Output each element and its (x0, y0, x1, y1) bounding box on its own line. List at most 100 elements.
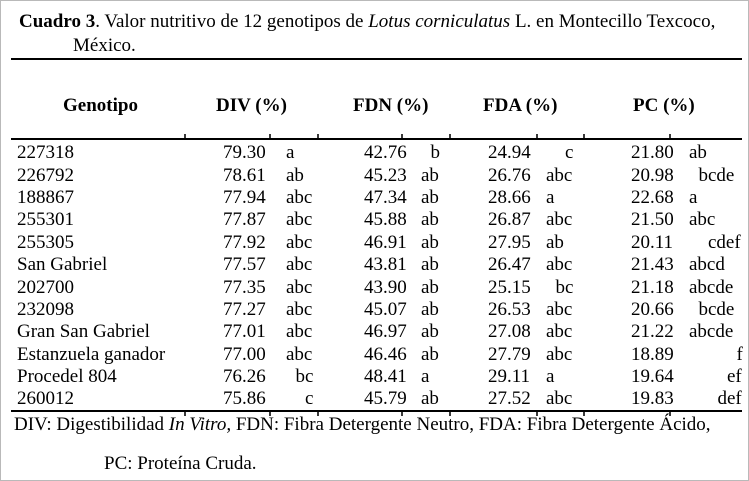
fda-significance-cell: abc (546, 164, 573, 186)
div-significance-cell: abc (286, 321, 313, 343)
fdn-value-cell: 43.81 (364, 254, 407, 276)
fda-value-cell: 28.66 (488, 186, 531, 208)
fda-value-cell: 26.53 (488, 298, 531, 320)
pc-value-cell: 21.22 (631, 321, 674, 343)
caption-label: Cuadro 3 (19, 11, 96, 32)
fdn-significance-cell: ab (421, 298, 439, 320)
fda-value-cell: 27.95 (488, 231, 531, 253)
pc-value-cell: 19.64 (631, 366, 674, 388)
div-significance-cell: abc (286, 343, 313, 365)
fda-significance-cell: a (546, 366, 555, 388)
fdn-value-cell: 45.07 (364, 298, 407, 320)
div-significance-cell: bc (286, 366, 314, 388)
fdn-significance-cell: ab (421, 276, 439, 298)
table-row: 260012 75.86 c 45.79 ab 27.52 abc 19.83 … (1, 388, 748, 410)
pc-significance-cell: ef (689, 366, 742, 388)
header-genotipo: Genotipo (63, 95, 138, 116)
div-value-cell: 77.01 (223, 321, 266, 343)
pc-value-cell: 20.11 (631, 231, 674, 253)
div-significance-cell: a (286, 142, 295, 164)
div-significance-cell: abc (286, 298, 313, 320)
genotype-cell: Estanzuela ganador (17, 343, 166, 365)
div-value-cell: 77.00 (223, 343, 266, 365)
fdn-significance-cell: ab (421, 186, 439, 208)
header-rule (11, 134, 742, 140)
caption-line2: México. (73, 35, 136, 56)
column-tick (184, 412, 186, 416)
fda-significance-cell: c (546, 142, 574, 164)
genotype-cell: 202700 (17, 276, 74, 298)
genotype-cell: Procedel 804 (17, 366, 117, 388)
footnote-line1: DIV: Digestibilidad In Vitro, FDN: Fibra… (14, 414, 746, 436)
footnote-in-vitro: In Vitro, (168, 414, 232, 435)
pc-significance-cell: abcd (689, 254, 725, 276)
fda-significance-cell: abc (546, 388, 573, 410)
fda-significance-cell: abc (546, 343, 573, 365)
caption-species-name: Lotus corniculatus (368, 11, 511, 32)
fdn-value-cell: 46.97 (364, 321, 407, 343)
fda-value-cell: 26.87 (488, 209, 531, 231)
column-tick (536, 412, 538, 416)
table-row: 202700 77.35 abc 43.90 ab 25.15 bc 21.18… (1, 276, 748, 298)
table-row: San Gabriel 77.57 abc 43.81 ab 26.47 abc… (1, 254, 748, 276)
bottom-rule (11, 410, 742, 416)
fda-significance-cell: abc (546, 321, 573, 343)
fda-significance-cell: abc (546, 298, 573, 320)
fda-value-cell: 26.76 (488, 164, 531, 186)
column-tick (401, 134, 403, 138)
pc-value-cell: 20.98 (631, 164, 674, 186)
column-tick (669, 134, 671, 138)
fda-value-cell: 27.52 (488, 388, 531, 410)
pc-value-cell: 21.18 (631, 276, 674, 298)
pc-value-cell: 22.68 (631, 186, 674, 208)
div-significance-cell: abc (286, 254, 313, 276)
div-significance-cell: c (286, 388, 314, 410)
fda-value-cell: 27.79 (488, 343, 531, 365)
div-value-cell: 77.92 (223, 231, 266, 253)
column-tick (536, 134, 538, 138)
column-tick (583, 412, 585, 416)
caption-text-post: L. en Montecillo Texcoco, (510, 11, 716, 32)
div-value-cell: 77.94 (223, 186, 266, 208)
div-value-cell: 75.86 (223, 388, 266, 410)
fdn-value-cell: 43.90 (364, 276, 407, 298)
column-tick (184, 134, 186, 138)
column-tick (401, 412, 403, 416)
pc-significance-cell: bcde (689, 298, 735, 320)
div-value-cell: 77.57 (223, 254, 266, 276)
header-fdn: FDN (%) (353, 95, 429, 116)
footnote-text-pre: DIV: Digestibilidad (14, 414, 169, 435)
fdn-value-cell: 46.46 (364, 343, 407, 365)
fdn-value-cell: 45.88 (364, 209, 407, 231)
genotype-cell: 232098 (17, 298, 74, 320)
pc-value-cell: 19.83 (631, 388, 674, 410)
genotype-cell: 255301 (17, 209, 74, 231)
pc-significance-cell: ab (689, 142, 707, 164)
fdn-value-cell: 46.91 (364, 231, 407, 253)
column-tick (449, 134, 451, 138)
fda-value-cell: 25.15 (488, 276, 531, 298)
fda-value-cell: 26.47 (488, 254, 531, 276)
column-tick (583, 134, 585, 138)
fda-significance-cell: bc (546, 276, 574, 298)
div-value-cell: 78.61 (223, 164, 266, 186)
div-value-cell: 79.30 (223, 142, 266, 164)
fdn-significance-cell: ab (421, 209, 439, 231)
fdn-value-cell: 42.76 (364, 142, 407, 164)
table-row: Gran San Gabriel 77.01 abc 46.97 ab 27.0… (1, 321, 748, 343)
fdn-value-cell: 48.41 (364, 366, 407, 388)
pc-value-cell: 21.80 (631, 142, 674, 164)
genotype-cell: 226792 (17, 164, 74, 186)
column-tick (449, 412, 451, 416)
header-div: DIV (%) (216, 95, 287, 116)
column-tick (669, 412, 671, 416)
column-tick (317, 412, 319, 416)
genotype-cell: 188867 (17, 186, 74, 208)
fda-significance-cell: abc (546, 254, 573, 276)
div-value-cell: 77.35 (223, 276, 266, 298)
fda-significance-cell: a (546, 186, 555, 208)
fdn-significance-cell: b (421, 142, 441, 164)
table-row: 255301 77.87 abc 45.88 ab 26.87 abc 21.5… (1, 209, 748, 231)
genotype-cell: Gran San Gabriel (17, 321, 150, 343)
